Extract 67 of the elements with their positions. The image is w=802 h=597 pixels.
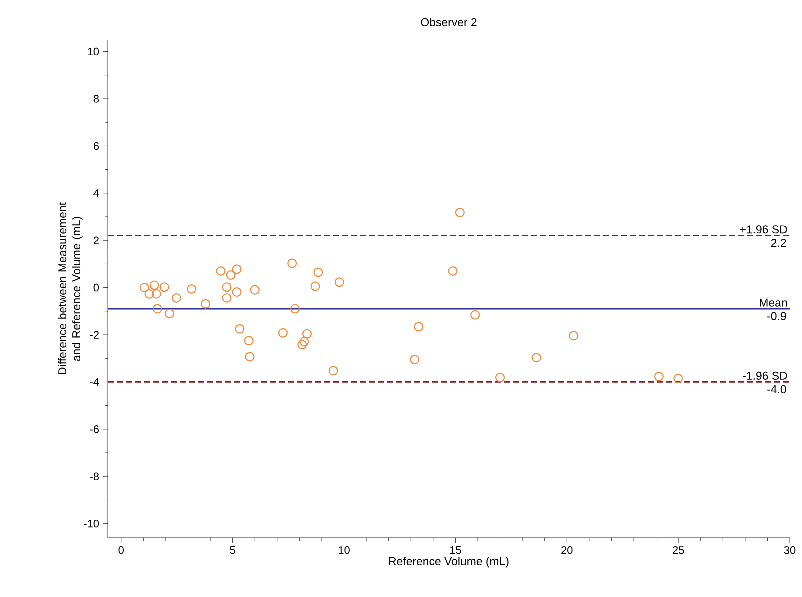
point [222,293,232,303]
point [328,366,338,376]
point [569,331,579,341]
x-tick-label: 10 [338,546,350,554]
point [278,328,288,338]
point [288,258,298,268]
y-tick-label: -2 [90,331,99,339]
y-tick-label: 2 [94,236,99,244]
x-tick-label: 20 [562,546,573,554]
point [160,282,170,292]
point [334,278,344,288]
x-axis-title: Reference Volume (mL) [389,557,509,568]
point [300,337,310,347]
x-tick-label: 5 [230,546,236,554]
annotation: -0.9 [768,312,786,320]
point [245,352,255,362]
y-tick-label: 0 [94,284,100,292]
y-tick-label: 6 [94,142,99,150]
point [448,266,458,276]
ref-line-label: +1.96 SD [740,226,788,234]
y-tick-label: 8 [94,95,99,103]
point [414,322,424,332]
point [302,329,312,339]
y-axis-title: Difference between Measurement and Reference Volume (mL) [58,202,83,375]
point [164,309,174,319]
x-tick-label: 30 [784,546,796,554]
point [152,289,162,299]
ref-line-label: -1.96 SD [743,372,788,380]
ref-line-label: Mean [760,298,788,307]
point [150,280,160,290]
point [226,270,236,280]
point [298,340,308,350]
point [290,304,300,314]
point [244,336,254,346]
y-tick-label: -4 [90,378,100,386]
point [314,268,324,278]
y-tick-label: -10 [84,520,100,528]
x-tick-label: 0 [118,546,124,554]
point [455,208,465,218]
y-tick-label: -6 [90,426,100,434]
point [140,283,150,293]
point [201,299,211,309]
point [470,310,480,320]
point [216,266,226,276]
chart-title: Observer 2 [421,18,477,26]
point [172,293,182,303]
point [232,288,242,298]
x-tick-label: 15 [450,546,462,554]
point [250,285,260,295]
annotation: -4.0 [768,385,786,394]
point [496,372,506,382]
point [410,355,420,365]
x-tick-label: 25 [673,546,684,554]
point [152,304,162,314]
y-tick-label: 4 [94,190,100,198]
point [532,353,542,363]
point [187,284,197,294]
point [144,289,154,299]
point [310,282,320,292]
annotation: 2.2 [771,239,786,248]
y-tick-label: -8 [90,472,100,480]
point [222,282,232,292]
point [674,374,684,384]
point [232,264,242,274]
point [654,372,664,382]
point [235,324,245,334]
y-tick-label: 10 [88,48,100,56]
